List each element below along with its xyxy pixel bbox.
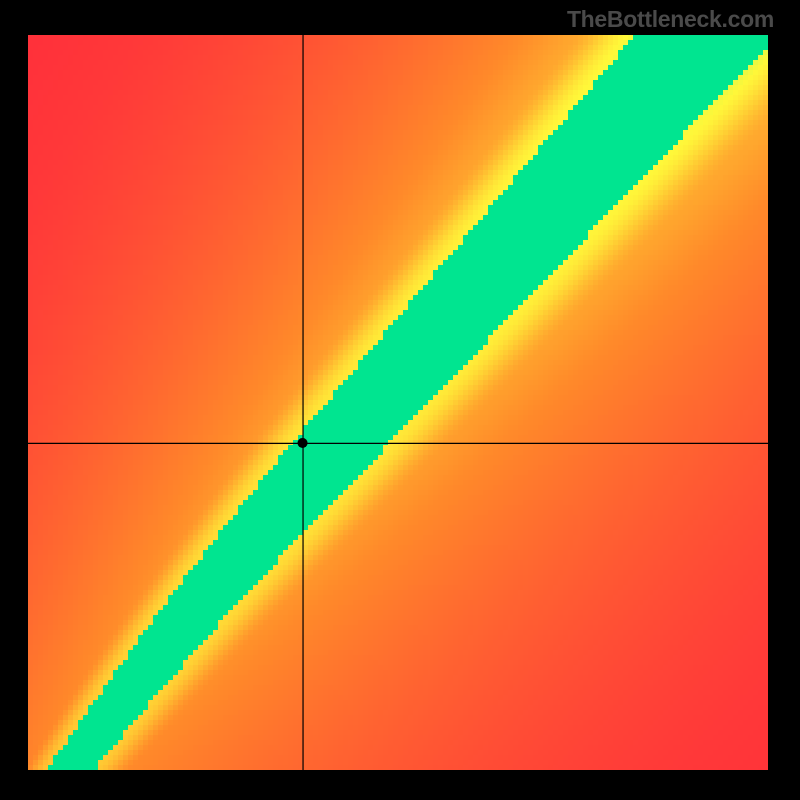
bottleneck-heatmap bbox=[28, 35, 770, 770]
heatmap-canvas bbox=[28, 35, 768, 770]
watermark-text: TheBottleneck.com bbox=[567, 6, 774, 33]
